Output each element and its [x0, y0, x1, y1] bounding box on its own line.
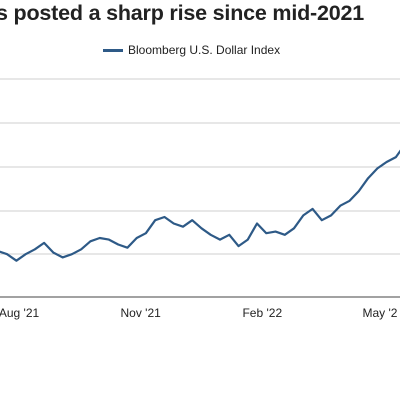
chart-title: s posted a sharp rise since mid-2021 [0, 1, 365, 25]
data-point [348, 200, 351, 202]
data-point [219, 238, 221, 241]
data-point [117, 243, 119, 246]
legend-label: Bloomberg U.S. Dollar Index [128, 43, 281, 57]
data-point [135, 237, 138, 239]
data-point [395, 156, 397, 158]
data-point [228, 234, 231, 236]
data-point [293, 227, 295, 230]
data-point [163, 216, 166, 218]
series-line [0, 149, 400, 262]
data-point [126, 246, 129, 249]
data-point [172, 222, 175, 225]
data-point [376, 167, 379, 170]
x-tick-label: Aug '21 [0, 306, 39, 320]
data-point [43, 242, 45, 244]
x-tick-label: May '2 [363, 306, 398, 320]
data-point [145, 232, 147, 234]
data-point [209, 234, 212, 236]
data-point [321, 219, 323, 221]
data-point [98, 237, 101, 239]
data-point [274, 230, 277, 233]
data-point [182, 225, 184, 228]
legend: Bloomberg U.S. Dollar Index [103, 43, 280, 57]
data-point [191, 219, 193, 221]
data-point [89, 240, 92, 243]
data-point [108, 238, 110, 241]
data-point [339, 204, 342, 207]
data-point [200, 227, 203, 230]
data-point [34, 248, 36, 251]
data-point [311, 208, 314, 210]
x-tick-label: Feb '22 [242, 306, 282, 320]
data-point [52, 251, 55, 254]
data-point [302, 214, 305, 217]
x-tick-label: Nov '21 [120, 306, 161, 320]
data-point [24, 253, 27, 255]
data-point [358, 190, 360, 192]
data-point [265, 232, 268, 234]
data-point [6, 253, 8, 255]
data-point [247, 238, 249, 241]
data-point [71, 253, 73, 255]
data-point [256, 222, 258, 225]
data-point [367, 177, 369, 179]
data-point [237, 245, 240, 247]
data-point [61, 256, 64, 259]
data-point [385, 161, 388, 163]
data-point [15, 259, 18, 262]
data-point [330, 214, 332, 217]
data-point [80, 248, 82, 251]
legend-swatch [103, 48, 123, 52]
data-point [284, 234, 286, 236]
data-point [154, 219, 156, 221]
